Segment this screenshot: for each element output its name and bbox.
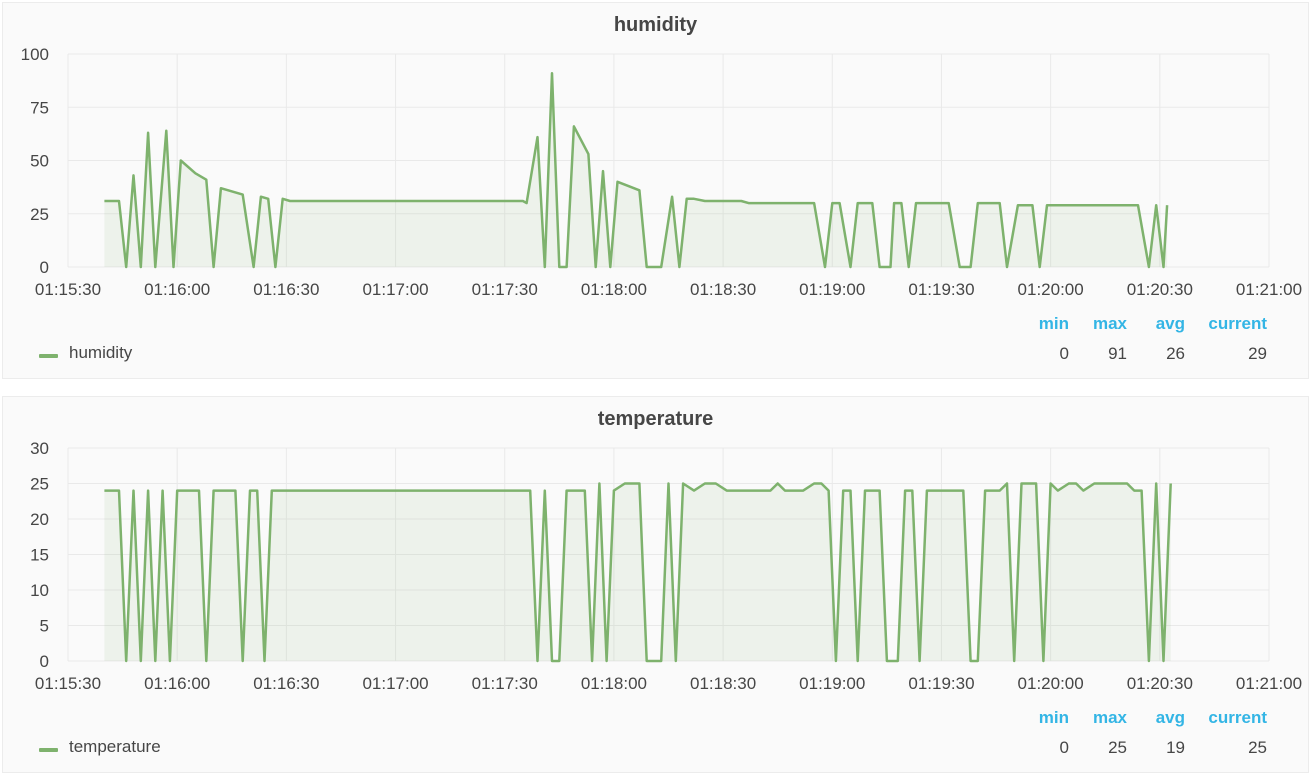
temperature-avg-value: 19 [1166, 738, 1185, 757]
temperature-y-tick-label: 20 [30, 510, 49, 529]
temperature-x-tick-label: 01:17:00 [362, 674, 428, 693]
temperature-x-tick-label: 01:21:00 [1236, 674, 1302, 693]
temperature-current-header[interactable]: current [1208, 708, 1267, 727]
humidity-avg-header[interactable]: avg [1155, 314, 1185, 333]
temperature-current-value: 25 [1248, 738, 1267, 757]
humidity-x-tick-label: 01:16:30 [253, 280, 319, 299]
temperature-x-tick-label: 01:16:00 [144, 674, 210, 693]
humidity-x-tick-label: 01:15:30 [35, 280, 101, 299]
temperature-x-tick-label: 01:16:30 [253, 674, 319, 693]
humidity-legend-label[interactable]: humidity [69, 343, 133, 362]
humidity-max-header[interactable]: max [1092, 314, 1127, 333]
humidity-x-tick-label: 01:16:00 [144, 280, 210, 299]
humidity-current-header[interactable]: current [1208, 314, 1267, 333]
temperature-panel: temperature 0 5 10 15 20 25 30 01:15:30 01:16:00… [2, 396, 1309, 773]
humidity-x-tick-label: 01:18:30 [690, 280, 756, 299]
temperature-panel-title: temperature [597, 408, 714, 430]
humidity-panel-title: humidity [613, 14, 698, 36]
temperature-min-header[interactable]: min [1038, 708, 1069, 727]
temperature-y-tick-label: 30 [30, 439, 49, 458]
temperature-min-value: 0 [1059, 738, 1069, 757]
temperature-x-tick-label: 01:17:30 [472, 674, 538, 693]
temperature-max-header[interactable]: max [1092, 708, 1127, 727]
temperature-x-tick-label: 01:19:30 [908, 674, 974, 693]
humidity-y-tick-label: 50 [30, 152, 49, 171]
temperature-x-tick-label: 01:20:30 [1127, 674, 1193, 693]
temperature-x-tick-label: 01:19:00 [799, 674, 865, 693]
humidity-x-tick-label: 01:20:30 [1127, 280, 1193, 299]
humidity-x-tick-label: 01:21:00 [1236, 280, 1302, 299]
humidity-chart[interactable]: 0 25 50 75 100 01:15:30 01:16:00 01:16:30 01:17:… [3, 3, 1310, 380]
temperature-y-tick-label: 15 [30, 546, 49, 565]
temperature-x-tick-label: 01:15:30 [35, 674, 101, 693]
temperature-legend-label[interactable]: temperature [69, 737, 161, 756]
humidity-x-tick-label: 01:17:30 [472, 280, 538, 299]
humidity-x-tick-label: 01:19:00 [799, 280, 865, 299]
humidity-legend-swatch [39, 354, 58, 358]
humidity-x-tick-label: 01:20:00 [1018, 280, 1084, 299]
humidity-y-tick-label: 25 [30, 205, 49, 224]
temperature-y-tick-label: 0 [40, 652, 49, 671]
humidity-panel: humidity 0 25 50 75 100 01:15:30 01:16:00 01:16… [2, 2, 1309, 379]
temperature-chart[interactable]: 0 5 10 15 20 25 30 01:15:30 01:16:00 01:16:30 01:1… [3, 397, 1310, 774]
humidity-avg-value: 26 [1166, 344, 1185, 363]
humidity-y-tick-label: 0 [40, 258, 49, 277]
temperature-y-tick-label: 10 [30, 581, 49, 600]
humidity-min-value: 0 [1059, 344, 1069, 363]
humidity-y-tick-label: 75 [30, 98, 49, 117]
humidity-current-value: 29 [1248, 344, 1267, 363]
temperature-series-line[interactable] [104, 482, 1172, 663]
temperature-legend-swatch [39, 748, 58, 752]
humidity-series-line[interactable] [104, 71, 1169, 269]
humidity-min-header[interactable]: min [1038, 314, 1069, 333]
temperature-max-value: 25 [1108, 738, 1127, 757]
temperature-y-tick-label: 25 [30, 475, 49, 494]
humidity-x-tick-label: 01:19:30 [908, 280, 974, 299]
humidity-y-tick-label: 100 [21, 45, 49, 64]
temperature-avg-header[interactable]: avg [1155, 708, 1185, 727]
temperature-y-tick-label: 5 [40, 617, 49, 636]
humidity-x-tick-label: 01:18:00 [581, 280, 647, 299]
humidity-max-value: 91 [1108, 344, 1127, 363]
humidity-series-area [104, 73, 1168, 267]
temperature-x-tick-label: 01:18:30 [690, 674, 756, 693]
temperature-x-tick-label: 01:20:00 [1018, 674, 1084, 693]
humidity-x-tick-label: 01:17:00 [362, 280, 428, 299]
temperature-x-tick-label: 01:18:00 [581, 674, 647, 693]
